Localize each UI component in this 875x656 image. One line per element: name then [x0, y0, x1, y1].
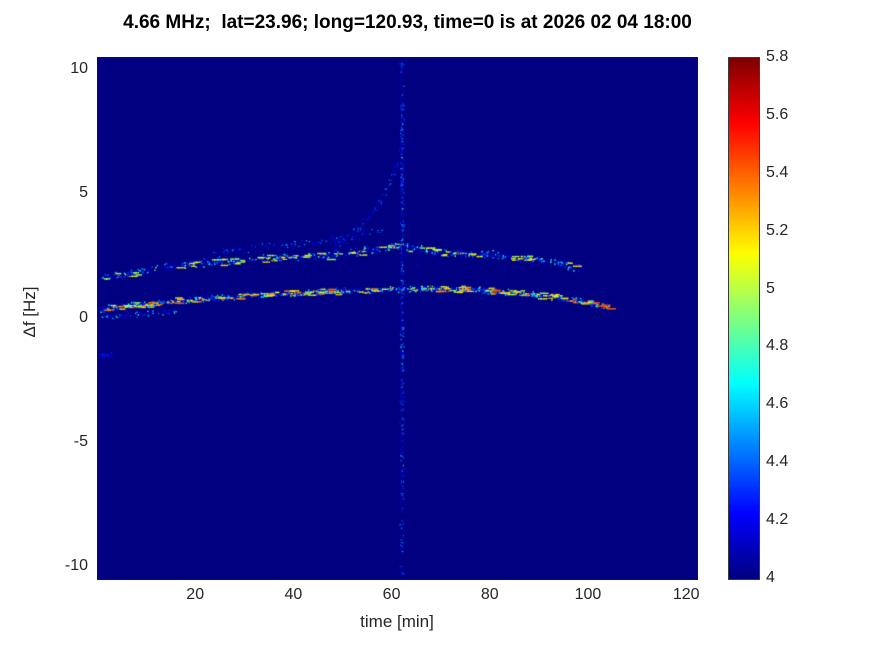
heatmap-canvas [97, 57, 698, 580]
y-tick-label: -5 [73, 432, 88, 450]
colorbar-tick-label: 4.8 [766, 337, 789, 355]
x-axis-label: time [min] [360, 612, 434, 631]
chart-title: 4.66 MHz; lat=23.96; long=120.93, time=0… [123, 12, 692, 33]
colorbar-tick-label: 5.8 [766, 48, 789, 65]
colorbar-tick-label: 5.2 [766, 221, 789, 239]
colorbar-tick-label: 5.4 [766, 163, 789, 181]
x-tick-label: 20 [186, 586, 205, 603]
colorbar-tick-label: 4 [766, 569, 775, 586]
y-tick-label: -10 [64, 556, 88, 574]
colorbar-tick-label: 4.6 [766, 395, 789, 413]
x-tick-label: 60 [382, 586, 401, 603]
colorbar-canvas [728, 57, 760, 580]
x-tick-label: 40 [284, 586, 303, 603]
colorbar-tick-label: 4.4 [766, 453, 789, 471]
x-tick-label: 100 [574, 586, 602, 603]
y-tick-label: 0 [79, 308, 88, 326]
x-tick-label: 80 [480, 586, 499, 603]
x-tick-label: 120 [672, 586, 700, 603]
y-tick-label: 5 [79, 184, 88, 202]
colorbar-tick-label: 5.6 [766, 105, 789, 123]
colorbar-tick-label: 4.2 [766, 511, 789, 529]
y-tick-label: 10 [70, 60, 88, 78]
colorbar-tick-label: 5 [766, 279, 775, 297]
